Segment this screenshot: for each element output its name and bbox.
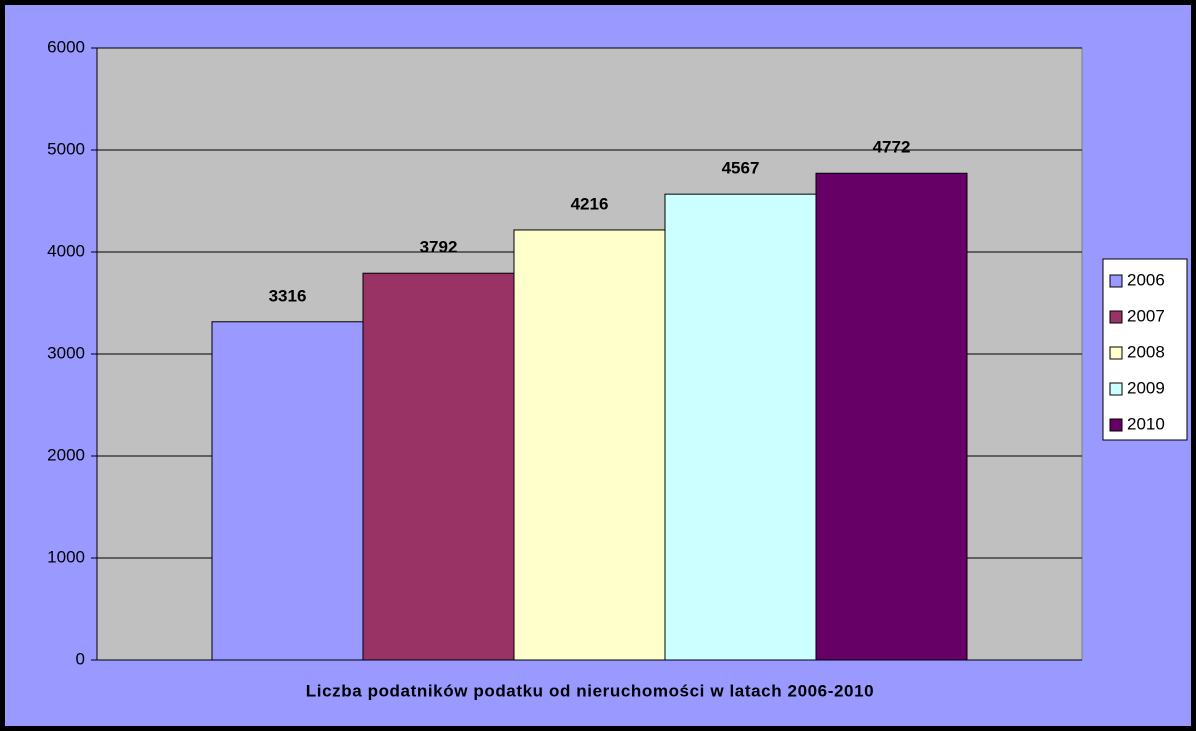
data-label: 4772 xyxy=(873,138,911,157)
y-tick-label: 5000 xyxy=(47,139,85,158)
legend-swatch xyxy=(1109,382,1123,396)
legend-swatch xyxy=(1109,274,1123,288)
y-tick-label: 0 xyxy=(76,649,85,668)
x-axis-title: Liczba podatników podatku od nieruchomoś… xyxy=(306,681,874,700)
legend-label: 2006 xyxy=(1127,270,1165,289)
bar xyxy=(664,193,817,661)
y-tick-label: 4000 xyxy=(47,241,85,260)
data-label: 3316 xyxy=(269,286,307,305)
legend-swatch xyxy=(1109,418,1123,432)
legend-swatch xyxy=(1109,346,1123,360)
bar xyxy=(211,321,364,661)
y-tick-label: 2000 xyxy=(47,445,85,464)
bar xyxy=(815,172,968,661)
data-label: 4216 xyxy=(571,194,609,213)
data-label: 3792 xyxy=(420,238,458,257)
legend-label: 2008 xyxy=(1127,342,1165,361)
legend-label: 2007 xyxy=(1127,306,1165,325)
y-tick-label: 3000 xyxy=(47,343,85,362)
legend-label: 2009 xyxy=(1127,378,1165,397)
y-tick-label: 1000 xyxy=(47,547,85,566)
bar xyxy=(362,272,515,661)
data-label: 4567 xyxy=(722,159,760,178)
bar xyxy=(513,229,666,661)
legend-swatch xyxy=(1109,310,1123,324)
y-tick-label: 6000 xyxy=(47,37,85,56)
legend-label: 2010 xyxy=(1127,414,1165,433)
